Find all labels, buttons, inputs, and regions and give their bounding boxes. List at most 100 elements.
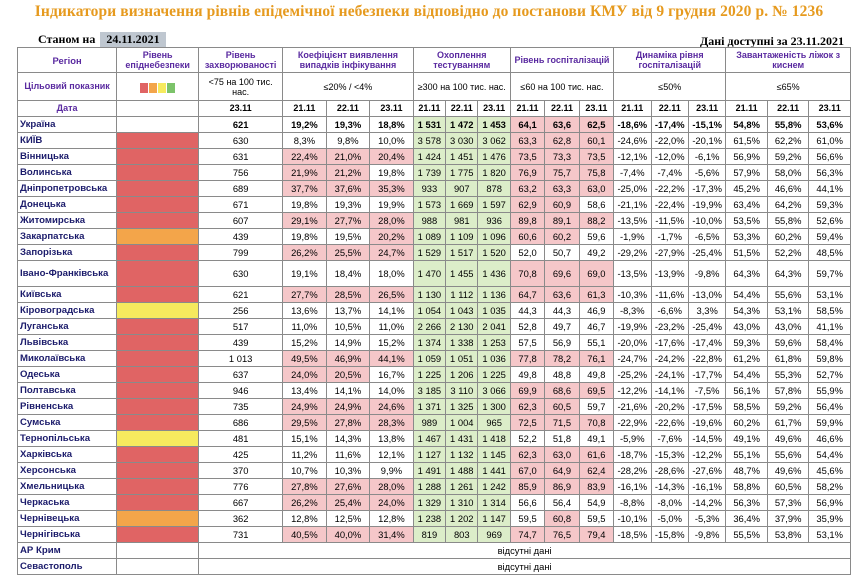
hosp-value: 55,1 <box>578 334 615 351</box>
table-row: Миколаївська 1 013 49,5% 46,9% 44,1% 1 059 1 0… <box>16 350 851 367</box>
detection-value: 21,0% <box>325 148 371 165</box>
dynamics-value: -11,6% <box>650 286 689 303</box>
testing-value: 1 089 <box>412 228 447 245</box>
beds-value: 52,6% <box>808 212 851 229</box>
date-cell: 21.11 <box>412 100 447 117</box>
hosp-value: 62,3 <box>509 446 546 463</box>
data-available-block: Дані доступні за 23.11.2021 <box>700 34 844 49</box>
beds-value: 60,2% <box>725 414 768 431</box>
beds-value: 53,5% <box>725 212 768 229</box>
testing-value: 965 <box>477 414 511 431</box>
testing-value: 1 261 <box>445 478 479 495</box>
testing-value: 1 314 <box>477 494 511 511</box>
hosp-value: 70,8 <box>509 260 546 287</box>
beds-value: 61,0% <box>808 132 851 149</box>
detection-value: 24,6% <box>369 398 414 415</box>
beds-value: 49,6% <box>766 462 810 479</box>
detection-value: 26,5% <box>369 286 414 303</box>
testing-value: 1 004 <box>445 414 479 431</box>
detection-value: 15,2% <box>369 334 414 351</box>
hosp-value: 62,9 <box>509 196 546 213</box>
detection-value: 19,8% <box>282 196 327 213</box>
detection-value: 40,5% <box>282 526 327 543</box>
table-row: Харківська 425 11,2% 11,6% 12,1% 1 127 1 132 1 … <box>16 446 851 463</box>
testing-value: 1 436 <box>477 260 511 287</box>
detection-value: 19,1% <box>282 260 327 287</box>
level-cell <box>116 430 200 447</box>
testing-value: 1 775 <box>445 164 479 181</box>
region-name: Чернігівська <box>16 526 118 543</box>
testing-value: 1 338 <box>445 334 479 351</box>
detection-value: 29,5% <box>282 414 327 431</box>
beds-value: 57,8% <box>766 382 810 399</box>
hosp-value: 48,8 <box>544 366 580 383</box>
region-name: Житомирська <box>16 212 118 229</box>
hosp-value: 49,8 <box>509 366 546 383</box>
date-cell: 23.11 <box>808 100 851 117</box>
beds-value: 53,1% <box>766 302 810 319</box>
detection-value: 18,8% <box>369 116 414 133</box>
dynamics-value: -15,1% <box>687 116 727 133</box>
date-cell: 22.11 <box>445 100 479 117</box>
data-available-label: Дані доступні за <box>700 34 788 48</box>
detection-value: 19,5% <box>325 228 371 245</box>
detection-value: 37,6% <box>325 180 371 197</box>
region-name: Одеська <box>16 366 118 383</box>
beds-value: 53,8% <box>766 526 810 543</box>
region-name: Полтавська <box>16 382 118 399</box>
testing-value: 1 739 <box>412 164 447 181</box>
dynamics-value: -13,5% <box>613 260 652 287</box>
dynamics-value: -5,3% <box>687 510 727 527</box>
target-dynamics: ≤50% <box>613 72 727 101</box>
detection-value: 24,9% <box>282 398 327 415</box>
testing-value: 1 300 <box>477 398 511 415</box>
testing-value: 1 820 <box>477 164 511 181</box>
dynamics-value: -7,5% <box>687 382 727 399</box>
beds-value: 53,1% <box>808 286 851 303</box>
detection-value: 13,8% <box>369 430 414 447</box>
table-row: Дніпропетровська 689 37,7% 37,6% 35,3% 933 907… <box>16 180 851 197</box>
hosp-value: 46,7 <box>578 318 615 335</box>
dynamics-value: -13,5% <box>613 212 652 229</box>
dynamics-value: -10,0% <box>687 212 727 229</box>
detection-value: 31,4% <box>369 526 414 543</box>
level-cell <box>116 212 200 229</box>
dynamics-value: -21,1% <box>613 196 652 213</box>
detection-value: 19,8% <box>369 164 414 181</box>
hosp-value: 46,9 <box>578 302 615 319</box>
testing-value: 1 531 <box>412 116 447 133</box>
table-row: Україна 621 19,2% 19,3% 18,8% 1 531 1 472 1 453… <box>16 116 851 133</box>
level-cell <box>116 510 200 527</box>
incidence-value: 667 <box>198 494 284 511</box>
beds-value: 59,3% <box>808 196 851 213</box>
hosp-value: 59,5 <box>578 510 615 527</box>
testing-value: 1 453 <box>477 116 511 133</box>
dynamics-value: -9,8% <box>687 260 727 287</box>
detection-value: 27,8% <box>325 414 371 431</box>
incidence-value: 731 <box>198 526 284 543</box>
hosp-value: 64,7 <box>509 286 546 303</box>
testing-value: 1 329 <box>412 494 447 511</box>
table-row: Хмельницька 776 27,8% 27,6% 28,0% 1 288 1 261 1… <box>16 478 851 495</box>
table-row: Севастополь відсутні дані <box>16 558 851 575</box>
beds-value: 55,5% <box>725 526 768 543</box>
table-row: Чернівецька 362 12,8% 12,5% 12,8% 1 238 1 202 1… <box>16 510 851 527</box>
dynamics-value: -25,4% <box>687 244 727 261</box>
incidence-value: 631 <box>198 148 284 165</box>
dynamics-value: -8,3% <box>613 302 652 319</box>
level-cell <box>116 398 200 415</box>
hosp-value: 62,4 <box>578 462 615 479</box>
hosp-value: 59,6 <box>578 228 615 245</box>
level-cell <box>116 286 200 303</box>
dynamics-value: -11,5% <box>650 212 689 229</box>
dynamics-value: -13,9% <box>650 260 689 287</box>
beds-value: 55,8% <box>766 116 810 133</box>
testing-value: 1 096 <box>477 228 511 245</box>
hosp-value: 64,1 <box>509 116 546 133</box>
level-cell <box>116 148 200 165</box>
beds-value: 55,8% <box>766 212 810 229</box>
dynamics-value: -21,6% <box>613 398 652 415</box>
hosp-value: 79,4 <box>578 526 615 543</box>
dynamics-value: -20,2% <box>650 398 689 415</box>
hosp-value: 63,2 <box>509 180 546 197</box>
